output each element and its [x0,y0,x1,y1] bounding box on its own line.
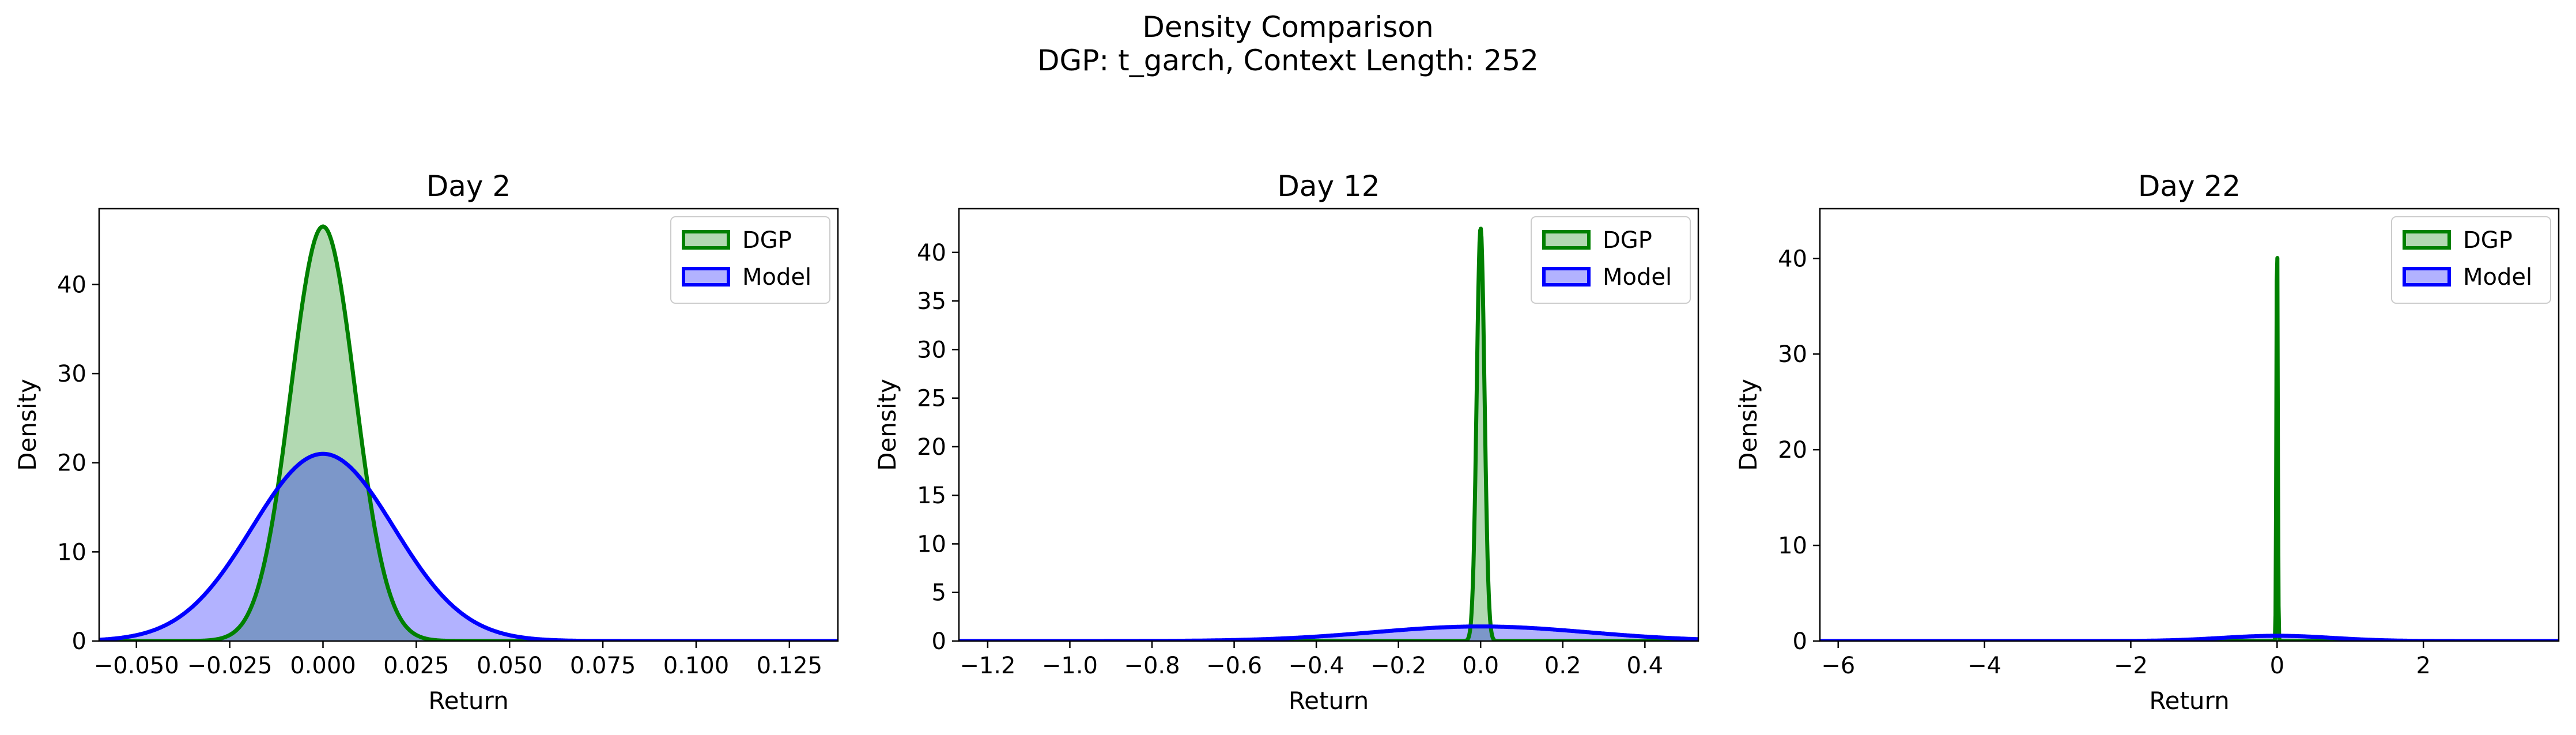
y-tick-label: 35 [917,288,946,315]
plot-area [99,224,838,641]
model-legend-swatch [682,267,730,287]
y-axis-label: Density [13,379,41,471]
y-axis-label: Density [1734,379,1762,471]
x-tick-label: −6 [1821,653,1855,679]
x-tick-label: 0.4 [1627,653,1664,679]
model-legend-label: Model [1603,264,1672,291]
plot-area [959,227,1698,641]
subplot-2: −1.2 −1.0 −0.8 −0.6 −0.4 −0.2 0.0 0.2 0.4 0 5 10 15 2… [873,169,1699,715]
legend: DGP Model [1531,216,1691,304]
model-legend-swatch [1542,267,1591,287]
dgp-legend-swatch [1542,230,1591,250]
subplot-title: Day 22 [2138,169,2241,203]
subplots: −0.050 −0.025 0.000 0.025 0.050 0.075 0.100 0.1… [13,169,2560,715]
x-tick-label: −1.2 [960,653,1015,679]
x-tick-label: −0.025 [187,653,273,679]
axes-frame [1819,208,2560,642]
y-tick-label: 20 [1778,437,1807,463]
y-tick-label: 15 [917,483,946,509]
x-tick-label: 0 [2270,653,2284,679]
x-tick-label: −2 [2114,653,2148,679]
y-tick-label: 40 [917,240,946,266]
x-tick-label: −1.0 [1042,653,1098,679]
dgp-density-fill [99,226,838,641]
x-tick-label: 0.025 [383,653,450,679]
x-tick-label: 0.0 [1462,653,1499,679]
subplot-1: −0.050 −0.025 0.000 0.025 0.050 0.075 0.100 0.1… [13,169,839,715]
dgp-legend-label: DGP [2463,227,2513,254]
model-density-line [99,451,838,641]
x-tick-label: 0.050 [477,653,543,679]
x-tick-label: −0.050 [94,653,179,679]
figure-subtitle: DGP: t_garch, Context Length: 252 [1037,44,1539,77]
dgp-legend-label: DGP [742,227,792,254]
legend: DGP Model [2391,216,2551,304]
y-tick-label: 10 [57,539,86,566]
model-density-fill [99,454,838,641]
x-tick-label: 0.000 [290,653,356,679]
model-density-line [959,624,1698,641]
dgp-density-line [99,224,838,641]
model-legend-label: Model [742,264,811,291]
y-tick-label: 10 [1778,533,1807,559]
x-tick-label: 0.075 [570,653,636,679]
y-tick-label: 0 [1793,628,1807,655]
x-tick-label: −0.6 [1206,653,1262,679]
model-legend-label: Model [2463,264,2532,291]
x-axis-label: Return [2149,687,2229,715]
axes-frame [98,208,839,642]
y-tick-label: 30 [1778,341,1807,368]
y-tick-label: 20 [917,434,946,461]
axes-frame [958,208,1699,642]
x-tick-label: 0.125 [757,653,823,679]
y-tick-label: 0 [932,628,946,655]
x-tick-label: 2 [2416,653,2430,679]
x-tick-label: −0.8 [1124,653,1180,679]
model-legend-swatch [2403,267,2451,287]
x-tick-label: −0.2 [1370,653,1426,679]
x-tick-label: 0.2 [1544,653,1581,679]
dgp-legend-label: DGP [1603,227,1652,254]
x-axis-label: Return [428,687,508,715]
y-tick-label: 30 [917,337,946,363]
model-density-fill [959,626,1698,641]
y-tick-label: 40 [1778,246,1807,272]
x-tick-label: 0.100 [663,653,730,679]
x-axis-label: Return [1289,687,1369,715]
y-tick-label: 5 [932,580,946,606]
dgp-legend-swatch [682,230,730,250]
y-tick-label: 10 [917,531,946,557]
dgp-legend-swatch [2403,230,2451,250]
subplot-title: Day 2 [426,169,511,203]
y-tick-label: 0 [72,628,86,655]
x-tick-label: −4 [1967,653,2001,679]
x-tick-label: −0.4 [1289,653,1344,679]
y-axis-label: Density [873,379,901,471]
y-tick-label: 30 [57,361,86,387]
legend: DGP Model [670,216,830,304]
y-tick-label: 20 [57,450,86,477]
figure-title: Density Comparison [1142,10,1433,44]
y-tick-label: 25 [917,386,946,412]
y-tick-label: 40 [57,272,86,298]
subplot-title: Day 12 [1277,169,1380,203]
